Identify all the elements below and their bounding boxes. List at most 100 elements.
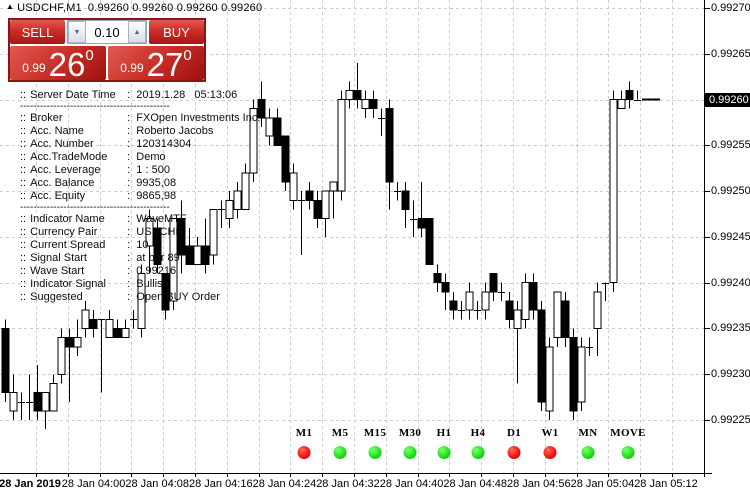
candle — [273, 108, 282, 146]
info-row-label: Indicator Name — [30, 213, 105, 225]
price-axis-label: 0.99230 — [711, 368, 750, 381]
info-row-prefix: :: — [20, 138, 27, 150]
info-row-prefix: :: — [20, 265, 27, 277]
candle — [481, 282, 490, 320]
info-row-value: 9865,98 — [133, 190, 177, 202]
candle — [257, 81, 266, 128]
candle — [634, 90, 641, 102]
signal-dot-m15[interactable] — [368, 446, 382, 459]
info-row-colon: : — [127, 164, 134, 176]
info-row: :: Acc. Number: 120314304 — [20, 138, 260, 151]
symbol-period-label: USDCHF,M1 — [17, 2, 82, 14]
candle — [153, 218, 162, 274]
time-axis-label: 28 Jan 04:08 — [125, 478, 189, 490]
candle — [225, 191, 234, 228]
candle — [298, 191, 305, 256]
info-row-colon: : — [127, 112, 134, 124]
candle — [569, 328, 578, 421]
collapse-triangle-icon[interactable]: ▲ — [6, 2, 15, 11]
candle — [209, 208, 218, 265]
candle — [458, 301, 465, 320]
candle — [130, 310, 137, 329]
candle — [329, 181, 338, 219]
candle — [353, 62, 362, 109]
bid-big-digits: 26 — [48, 46, 86, 83]
volume-input[interactable] — [86, 21, 128, 43]
info-row-value: 1 : 500 — [133, 164, 170, 176]
info-row-label: Acc. Number — [30, 138, 94, 150]
bid-price-button[interactable]: 0.99 26 0 — [10, 46, 106, 83]
time-axis-label: 28 Jan 04:48 — [443, 478, 507, 490]
info-row-prefix: :: — [20, 164, 27, 176]
candle — [89, 310, 98, 338]
candle — [586, 337, 593, 356]
candle — [553, 291, 562, 347]
info-row-colon: : — [127, 252, 134, 264]
timeframe-button-mn[interactable]: MN — [578, 427, 598, 439]
info-row-label: Currency Pair — [30, 226, 98, 238]
candle — [441, 273, 450, 311]
info-row-prefix: :: — [20, 278, 27, 290]
bid-point-digit: 0 — [85, 47, 94, 64]
candle — [113, 319, 122, 339]
info-row-colon: : — [127, 89, 134, 101]
timeframe-button-h4[interactable]: H4 — [470, 427, 486, 439]
signal-dot-move[interactable] — [621, 446, 635, 459]
candle — [121, 319, 130, 339]
signal-dot-h1[interactable] — [437, 446, 451, 459]
info-row-colon: : — [127, 177, 134, 189]
timeframe-button-m15[interactable]: M15 — [363, 427, 387, 439]
ask-price-button[interactable]: 0.99 27 0 — [108, 46, 204, 81]
timeframe-button-m30[interactable]: M30 — [398, 427, 422, 439]
timeframe-button-m5[interactable]: M5 — [331, 427, 349, 439]
candle — [561, 291, 570, 347]
timeframe-button-h1[interactable]: H1 — [436, 427, 452, 439]
info-row-value: 2019.1.28 05:13:06 — [133, 89, 238, 101]
info-row-value: Open BUY Order — [133, 291, 220, 303]
candle — [369, 90, 378, 118]
buy-button[interactable]: BUY — [149, 20, 204, 44]
info-row-label: Indicator Signal — [30, 278, 106, 290]
volume-increase-button[interactable]: ▲ — [128, 21, 146, 43]
signal-dot-m30[interactable] — [403, 446, 417, 459]
info-row-colon: : — [127, 291, 134, 303]
info-row-colon: : — [127, 190, 134, 202]
info-row-label: Server Date Time — [30, 89, 116, 101]
candle — [385, 99, 394, 210]
info-row-label: Wave Start — [30, 265, 85, 277]
volume-decrease-button[interactable]: ▼ — [68, 21, 86, 43]
info-separator: ----------------------------------------… — [20, 101, 170, 112]
chevron-down-icon: ▼ — [73, 28, 81, 36]
info-row: :: Server Date Time: 2019.1.28 05:13:06 — [20, 89, 260, 102]
signal-dot-m1[interactable] — [297, 446, 311, 459]
candle — [361, 90, 370, 118]
chart-title: ▲ USDCHF,M1 0.99260 0.99260 0.99260 0.9926… — [6, 2, 262, 14]
candle — [394, 181, 401, 201]
info-row-prefix: :: — [20, 89, 27, 101]
info-row-label: Acc. Name — [30, 125, 84, 137]
time-axis-label: 28 Jan 05:04 — [570, 478, 635, 490]
candle — [345, 81, 354, 109]
info-row: :: Currency Pair: USDCHF — [20, 226, 260, 239]
info-row: :: Acc. Equity: 9865,98 — [20, 190, 260, 203]
candle — [545, 337, 554, 421]
signal-dot-mn[interactable] — [581, 446, 595, 459]
time-axis-label: 28 Jan 04:32 — [316, 478, 380, 490]
signal-dot-m5[interactable] — [333, 446, 347, 459]
timeframe-button-d1[interactable]: D1 — [506, 427, 522, 439]
candle — [18, 392, 25, 421]
info-row-label: Suggested — [30, 291, 83, 303]
signal-dot-h4[interactable] — [471, 446, 485, 459]
timeframe-button-w1[interactable]: W1 — [541, 427, 559, 439]
signal-dot-d1[interactable] — [507, 446, 521, 459]
info-row: :: Acc. Name: Roberto Jacobs — [20, 125, 260, 138]
signal-dot-w1[interactable] — [543, 446, 557, 459]
info-row-colon: : — [127, 226, 134, 238]
info-row-prefix: :: — [20, 112, 27, 124]
timeframe-button-move[interactable]: MOVE — [610, 427, 646, 439]
sell-button[interactable]: SELL — [10, 20, 65, 44]
candle — [465, 282, 474, 320]
candle — [489, 273, 498, 302]
timeframe-button-m1[interactable]: M1 — [295, 427, 313, 439]
